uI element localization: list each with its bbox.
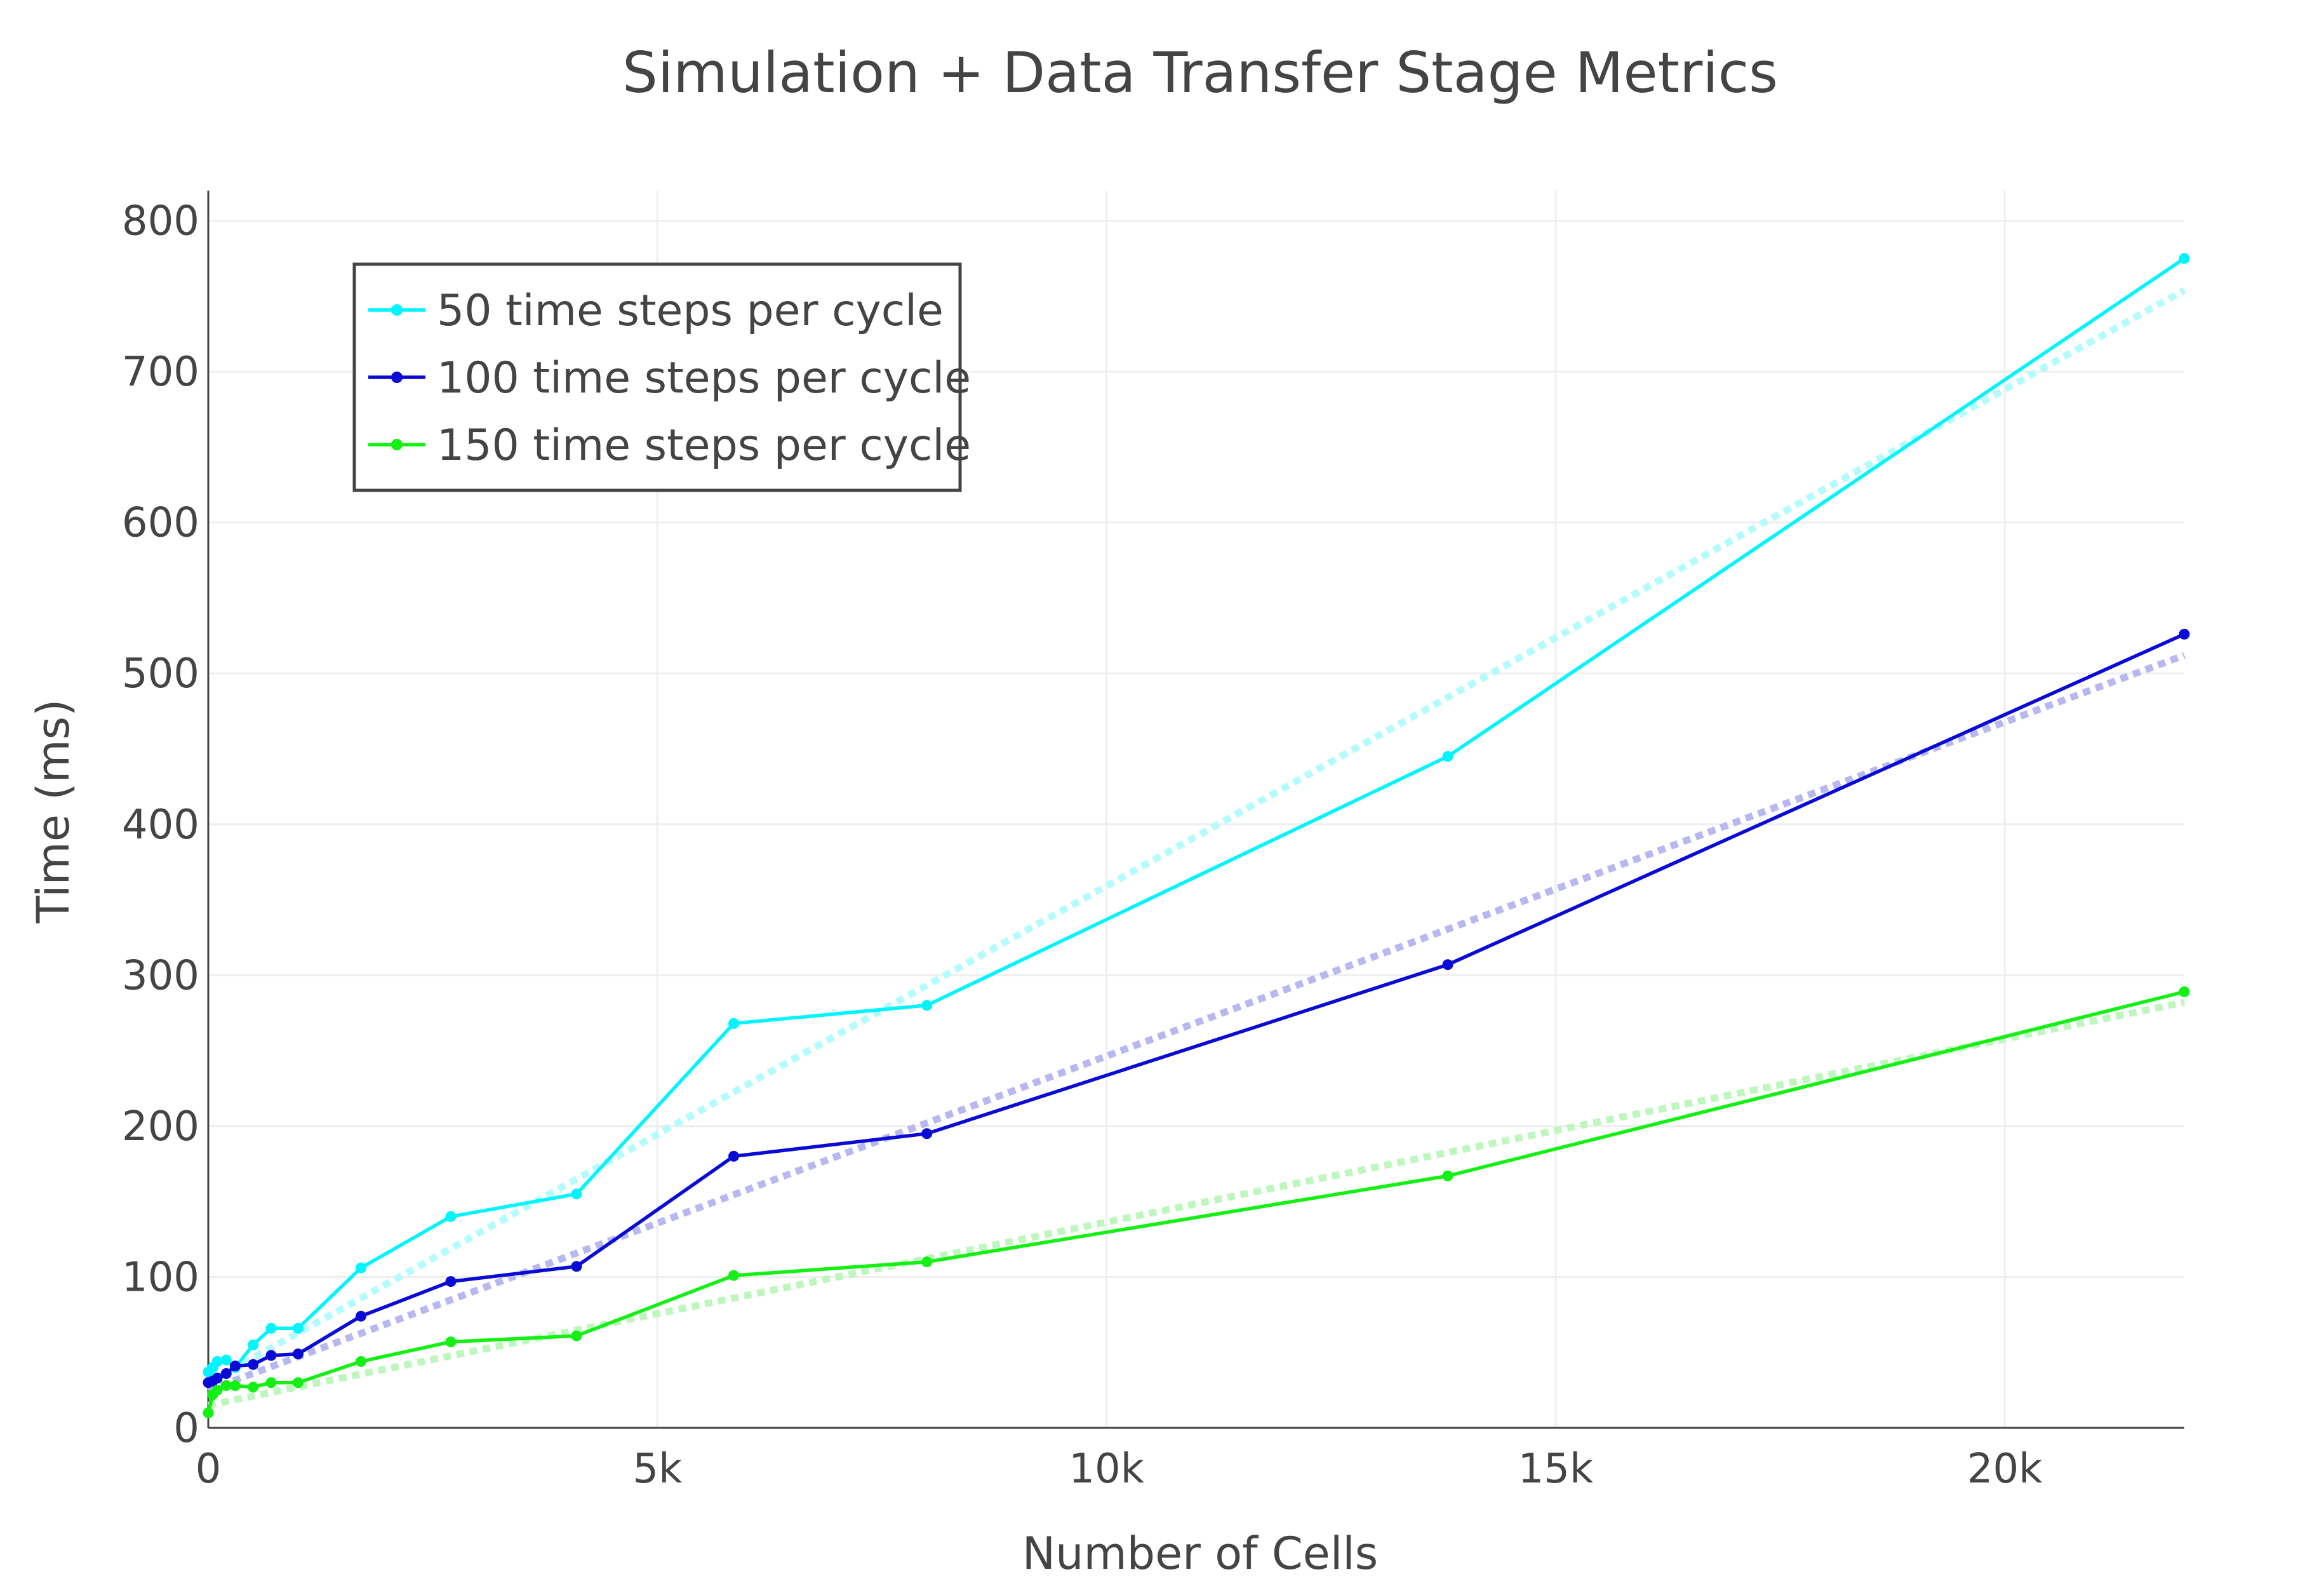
x-tick-label: 20k bbox=[1967, 1446, 2043, 1493]
data-point bbox=[292, 1377, 304, 1388]
y-tick-label: 800 bbox=[122, 198, 199, 245]
x-tick-labels: 0 5k 10k 15k 20k bbox=[196, 1446, 2043, 1493]
y-tick-label: 500 bbox=[122, 650, 199, 697]
data-series bbox=[203, 253, 2190, 1418]
y-tick-labels: 0 100 200 300 400 500 600 700 800 bbox=[122, 198, 199, 1452]
data-point bbox=[2179, 986, 2190, 997]
x-tick-label: 15k bbox=[1518, 1446, 1594, 1493]
data-point bbox=[220, 1380, 232, 1391]
y-tick-label: 0 bbox=[173, 1405, 199, 1452]
data-point bbox=[571, 1188, 582, 1200]
data-point bbox=[220, 1354, 232, 1366]
data-point bbox=[229, 1380, 241, 1391]
data-point bbox=[211, 1373, 223, 1384]
data-point bbox=[355, 1310, 366, 1322]
data-point bbox=[571, 1330, 582, 1341]
x-axis-title: Number of Cells bbox=[1022, 1528, 1378, 1580]
legend-label: 100 time steps per cycle bbox=[437, 353, 971, 403]
axes bbox=[207, 191, 2184, 1429]
data-point bbox=[265, 1322, 277, 1334]
data-point bbox=[445, 1336, 457, 1348]
data-point bbox=[728, 1150, 740, 1162]
data-point bbox=[355, 1355, 366, 1367]
x-tick-label: 0 bbox=[196, 1446, 222, 1493]
data-point bbox=[248, 1339, 259, 1350]
legend-label: 150 time steps per cycle bbox=[437, 420, 971, 471]
data-point bbox=[355, 1262, 366, 1274]
y-tick-label: 300 bbox=[122, 952, 199, 999]
legend-label: 50 time steps per cycle bbox=[437, 286, 944, 336]
data-point bbox=[921, 1000, 933, 1011]
y-tick-label: 700 bbox=[122, 349, 199, 396]
legend-swatch-marker bbox=[391, 304, 403, 316]
data-point bbox=[1442, 959, 1453, 971]
data-point bbox=[203, 1407, 214, 1418]
chart-title: Simulation + Data Transfer Stage Metrics bbox=[622, 40, 1778, 105]
data-point bbox=[445, 1211, 457, 1222]
y-tick-label: 600 bbox=[122, 500, 199, 547]
data-point bbox=[571, 1261, 582, 1272]
legend: 50 time steps per cycle 100 time steps pe… bbox=[352, 262, 971, 492]
data-point bbox=[211, 1355, 223, 1367]
y-tick-label: 400 bbox=[122, 802, 199, 849]
data-point bbox=[921, 1128, 933, 1139]
legend-swatch-marker bbox=[391, 439, 403, 450]
data-point bbox=[220, 1368, 232, 1379]
legend-box bbox=[352, 262, 962, 492]
data-point bbox=[2179, 628, 2190, 640]
x-tick-label: 10k bbox=[1069, 1446, 1144, 1493]
data-point bbox=[248, 1359, 259, 1370]
legend-swatch-marker bbox=[391, 372, 403, 383]
data-point bbox=[2179, 253, 2190, 264]
data-point bbox=[211, 1385, 223, 1396]
data-point bbox=[292, 1348, 304, 1360]
y-axis-title: Time (ms) bbox=[27, 699, 79, 924]
data-point bbox=[229, 1361, 241, 1372]
data-point bbox=[292, 1322, 304, 1334]
y-tick-label: 100 bbox=[122, 1254, 199, 1301]
data-point bbox=[1442, 751, 1453, 762]
trendline-2 bbox=[207, 652, 2186, 1394]
data-point bbox=[248, 1381, 259, 1393]
data-point bbox=[728, 1270, 740, 1281]
data-point bbox=[728, 1018, 740, 1029]
data-point bbox=[265, 1350, 277, 1361]
data-point bbox=[265, 1377, 277, 1388]
data-point bbox=[921, 1256, 933, 1268]
x-tick-label: 5k bbox=[632, 1446, 682, 1493]
data-point bbox=[445, 1276, 457, 1287]
data-point bbox=[1442, 1170, 1453, 1181]
y-tick-label: 200 bbox=[122, 1103, 199, 1150]
